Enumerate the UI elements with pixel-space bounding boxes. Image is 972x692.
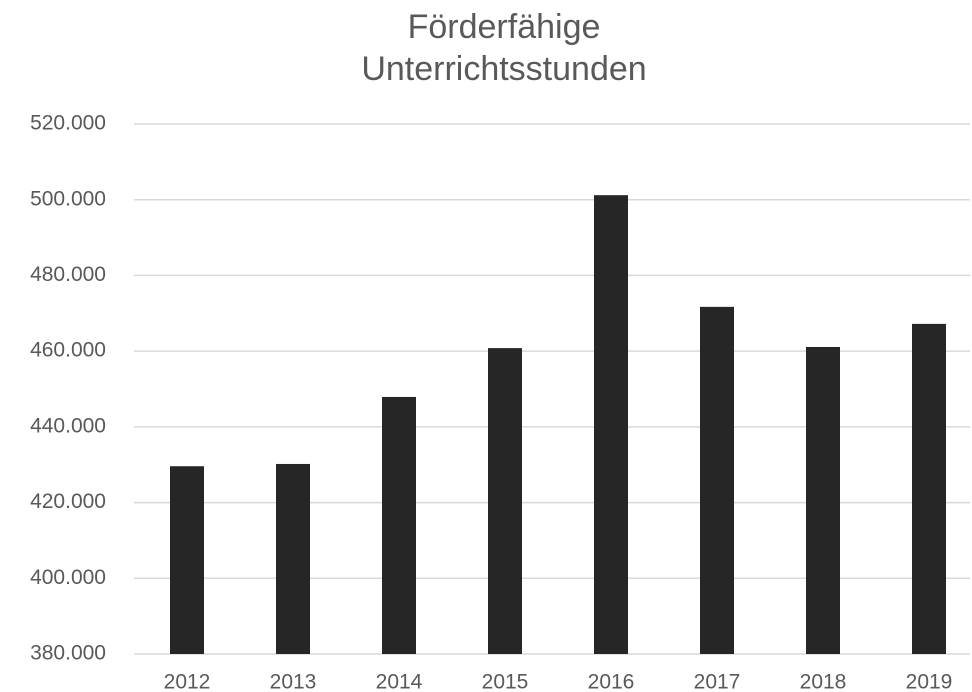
y-tick-label: 400.000 (30, 566, 106, 589)
y-tick-label: 440.000 (30, 414, 106, 437)
x-tick-label: 2017 (694, 671, 741, 692)
y-tick-label: 520.000 (30, 112, 106, 135)
x-tick-label: 2019 (906, 671, 953, 692)
bar (488, 348, 522, 654)
x-tick-label: 2015 (482, 671, 529, 692)
bar (912, 323, 946, 654)
x-tick-label: 2014 (376, 671, 423, 692)
bar (806, 346, 840, 654)
bar (700, 306, 734, 654)
x-tick-label: 2012 (164, 671, 211, 692)
x-tick-label: 2016 (588, 671, 635, 692)
x-tick-label: 2018 (800, 671, 847, 692)
y-tick-label: 480.000 (30, 263, 106, 286)
y-tick-label: 460.000 (30, 339, 106, 362)
bar (170, 466, 204, 654)
x-tick-label: 2013 (270, 671, 317, 692)
bar (382, 396, 416, 654)
y-tick-label: 500.000 (30, 187, 106, 210)
y-tick-label: 420.000 (30, 490, 106, 513)
bar (276, 463, 310, 654)
bar (594, 195, 628, 654)
y-tick-label: 380.000 (30, 642, 106, 665)
chart-title: Förderfähige Unterrichtsstunden (361, 8, 647, 88)
